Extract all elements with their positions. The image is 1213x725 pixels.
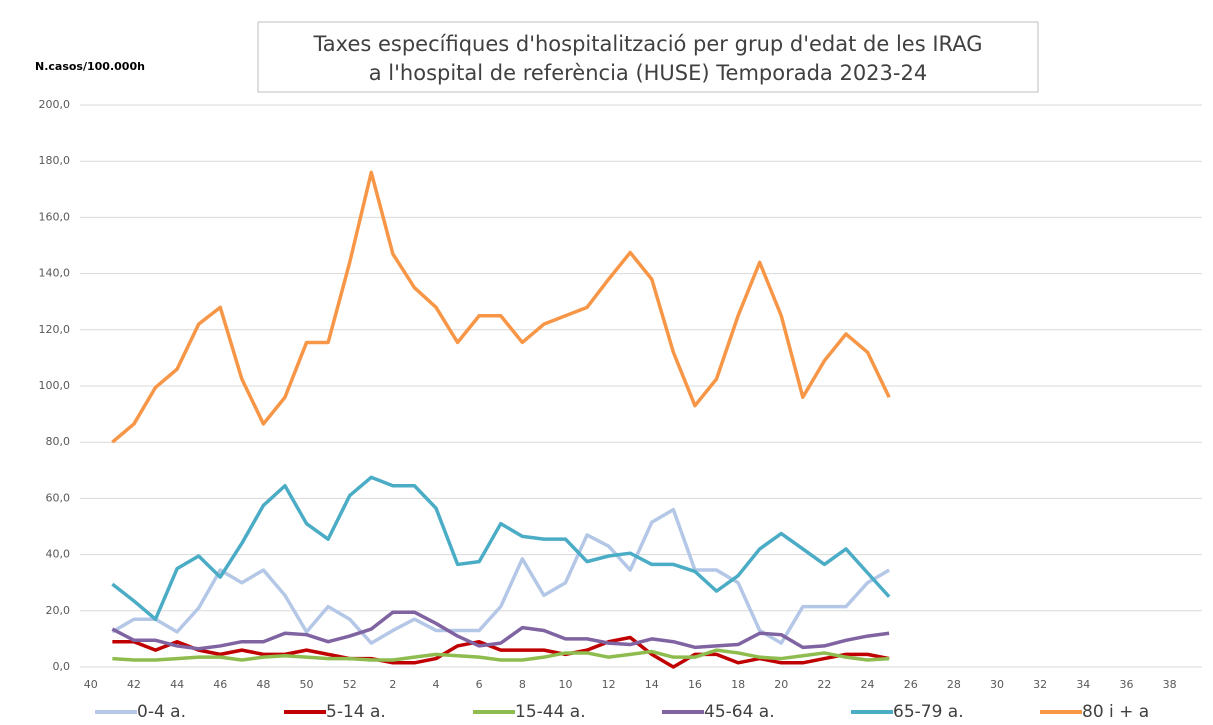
y-tick-label: 40,0 [46, 548, 71, 561]
series-line [112, 648, 890, 662]
x-tick-label: 30 [990, 678, 1004, 691]
x-tick-label: 26 [904, 678, 918, 691]
y-tick-label: 180,0 [39, 154, 71, 167]
series-line [111, 610, 890, 651]
chart-title: a l'hospital de referència (HUSE) Tempor… [369, 61, 927, 85]
y-tick-label: 0,0 [53, 660, 71, 673]
chart-title: Taxes específiques d'hospitalització per… [312, 32, 982, 56]
legend-label: 5-14 a. [326, 702, 386, 722]
x-tick-label: 50 [300, 678, 314, 691]
x-tick-label: 40 [84, 678, 98, 691]
series-line [111, 170, 891, 444]
x-tick-label: 42 [127, 678, 141, 691]
legend-label: 0-4 a. [137, 702, 186, 722]
legend-label: 65-79 a. [893, 702, 964, 722]
y-tick-label: 100,0 [39, 379, 71, 392]
x-tick-label: 44 [170, 678, 184, 691]
x-tick-label: 36 [1119, 678, 1133, 691]
x-tick-label: 52 [343, 678, 357, 691]
x-tick-label: 38 [1163, 678, 1177, 691]
x-tick-label: 2 [389, 678, 396, 691]
title-box [257, 21, 1039, 93]
x-tick-label: 4 [433, 678, 440, 691]
x-tick-label: 48 [256, 678, 270, 691]
y-tick-label: 20,0 [46, 604, 71, 617]
legend-label: 15-44 a. [515, 702, 586, 722]
series-line [111, 507, 891, 645]
x-tick-label: 12 [602, 678, 616, 691]
x-tick-label: 14 [645, 678, 659, 691]
x-tick-label: 46 [213, 678, 227, 691]
x-tick-label: 18 [731, 678, 745, 691]
x-tick-label: 8 [519, 678, 526, 691]
x-tick-label: 34 [1076, 678, 1090, 691]
x-tick-label: 6 [476, 678, 483, 691]
legend-label: 45-64 a. [704, 702, 775, 722]
y-axis-label: N.casos/100.000h [35, 60, 145, 73]
series-line [111, 475, 891, 621]
x-tick-label: 22 [817, 678, 831, 691]
y-tick-label: 200,0 [39, 98, 71, 111]
y-tick-label: 60,0 [46, 491, 71, 504]
y-tick-label: 140,0 [39, 267, 71, 280]
x-tick-label: 32 [1033, 678, 1047, 691]
x-tick-label: 20 [774, 678, 788, 691]
x-tick-label: 10 [558, 678, 572, 691]
y-tick-label: 80,0 [46, 435, 71, 448]
x-tick-label: 16 [688, 678, 702, 691]
y-tick-label: 120,0 [39, 323, 71, 336]
y-tick-label: 160,0 [39, 210, 71, 223]
legend-label: 80 i + a [1082, 702, 1149, 722]
x-tick-label: 24 [861, 678, 875, 691]
x-tick-label: 28 [947, 678, 961, 691]
